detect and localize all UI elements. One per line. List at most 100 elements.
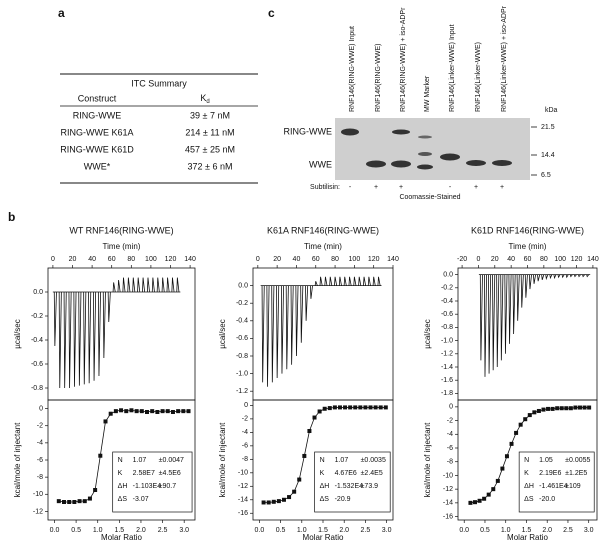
- y-tick-label: -10: [238, 470, 248, 477]
- injection-peak: [565, 274, 569, 279]
- data-point: [322, 406, 327, 411]
- x-tick-label: 2.0: [339, 527, 349, 534]
- axis-label: Molar Ratio: [101, 533, 142, 542]
- marker-label: 6.5: [541, 172, 551, 179]
- y-tick-label: -1.4: [441, 364, 453, 371]
- data-point: [281, 497, 286, 502]
- fit-param: 2.19E6: [539, 470, 561, 477]
- injection-peak: [107, 291, 111, 323]
- y-tick-label: -0.2: [31, 313, 43, 320]
- injection-peak: [88, 291, 92, 384]
- data-point: [482, 496, 487, 501]
- x-tick-label: -20: [457, 256, 467, 263]
- injection-peak: [290, 285, 294, 365]
- y-tick-label: -8: [242, 456, 248, 463]
- data-point: [555, 406, 560, 411]
- x-tick-label: 0.0: [50, 527, 60, 534]
- data-point: [297, 477, 302, 482]
- injection-peak: [561, 274, 565, 279]
- table-cell: WWE*: [84, 161, 111, 171]
- y-tick-label: -6: [37, 457, 43, 464]
- injection-peak: [358, 276, 362, 286]
- injection-peak: [146, 277, 150, 293]
- y-tick-label: -2: [242, 416, 248, 423]
- data-point: [532, 410, 537, 415]
- fit-param: -20.9: [335, 496, 351, 503]
- injection-peak: [528, 274, 532, 290]
- data-point: [103, 419, 108, 424]
- y-tick-label: 0: [39, 405, 43, 412]
- data-point: [348, 405, 353, 410]
- x-tick-label: 1.5: [114, 527, 124, 534]
- fit-param: ±0.0035: [361, 457, 386, 464]
- data-point: [134, 409, 139, 414]
- injection-peak: [285, 285, 289, 370]
- injection-peak: [338, 276, 342, 286]
- injection-peak: [276, 285, 280, 379]
- injection-peak: [569, 274, 573, 278]
- data-point: [546, 406, 551, 411]
- data-point: [337, 405, 342, 410]
- data-point: [523, 417, 528, 422]
- injection-peak: [122, 277, 126, 293]
- table-cell: 39 ± 7 nM: [190, 110, 230, 120]
- y-tick-label: -0.6: [31, 361, 43, 368]
- data-point: [473, 500, 478, 505]
- injection-peak: [578, 274, 581, 278]
- x-tick-label: 20: [273, 256, 281, 263]
- data-point: [139, 409, 144, 414]
- x-tick-label: 2.5: [361, 527, 371, 534]
- axis-label: µcal/sec: [218, 319, 227, 349]
- injection-peak: [367, 276, 371, 286]
- y-tick-label: 0.0: [33, 289, 43, 296]
- axis-label: kcal/mole of injectant: [423, 422, 432, 497]
- injection-peak: [132, 277, 136, 293]
- x-tick-label: 1.5: [522, 527, 532, 534]
- row-label: RING-WWE: [284, 126, 333, 136]
- data-point: [358, 405, 363, 410]
- fit-param: ±0.0055: [565, 457, 590, 464]
- x-tick-label: 3.0: [179, 527, 189, 534]
- x-tick-label: 0.0: [254, 527, 264, 534]
- data-point: [292, 489, 297, 494]
- fit-param: N: [320, 457, 325, 464]
- y-tick-label: -14: [443, 500, 453, 507]
- fit-param: -1.103E4: [133, 483, 162, 490]
- data-point: [67, 500, 72, 504]
- injection-peak: [334, 276, 338, 286]
- data-point: [527, 413, 532, 418]
- data-point: [181, 409, 186, 414]
- data-point: [514, 430, 519, 435]
- injection-peak: [496, 274, 500, 368]
- injection-peak: [280, 285, 284, 374]
- injection-peak: [492, 274, 496, 371]
- data-point: [368, 405, 373, 410]
- y-tick-label: -2: [37, 423, 43, 430]
- injection-peak: [73, 291, 77, 387]
- data-point: [56, 499, 61, 504]
- x-tick-label: 80: [127, 256, 135, 263]
- injection-peak: [500, 274, 504, 361]
- fit-param: 4.67E6: [335, 470, 357, 477]
- fit-param: K: [524, 470, 529, 477]
- y-tick-label: -0.8: [441, 324, 453, 331]
- x-tick-label: 60: [524, 256, 532, 263]
- injection-peak: [512, 274, 516, 335]
- data-point: [327, 406, 332, 411]
- injection-peak: [171, 277, 175, 293]
- fit-param: 1.05: [539, 457, 553, 464]
- x-tick-label: 2.5: [563, 527, 573, 534]
- x-tick-label: 1.5: [318, 527, 328, 534]
- injection-peak: [161, 277, 165, 293]
- lane-label: RNF146(Linker-WWE) + iso-ADPr: [501, 5, 508, 112]
- data-point: [261, 500, 266, 505]
- data-point: [495, 478, 500, 483]
- data-point: [378, 405, 383, 410]
- y-tick-label: -1.2: [441, 351, 453, 358]
- x-tick-label: 0: [51, 256, 55, 263]
- injection-peak: [520, 274, 524, 308]
- x-tick-label: 100: [349, 256, 361, 263]
- x-tick-label: 3.0: [382, 527, 392, 534]
- injection-peak: [372, 276, 376, 286]
